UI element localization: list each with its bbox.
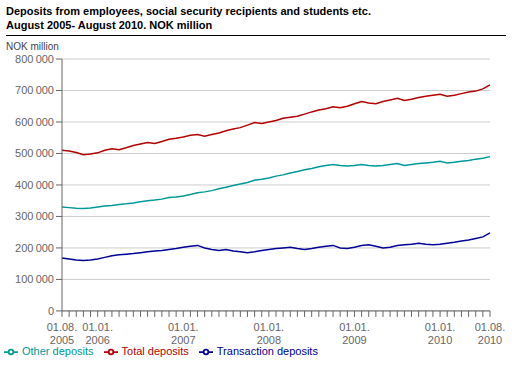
svg-text:100 000: 100 000	[15, 273, 54, 285]
svg-text:01.01.2010: 01.01.2010	[425, 321, 456, 346]
svg-text:200 000: 200 000	[15, 242, 54, 254]
svg-text:800 000: 800 000	[15, 53, 54, 65]
html-text:Transaction deposits: Transaction deposits	[216, 344, 318, 357]
svg-text:0: 0	[48, 305, 54, 317]
svg-text:01.08.2005: 01.08.2005	[47, 321, 78, 346]
html-text:Deposits from employees, socia: Deposits from employees, social security…	[6, 5, 371, 17]
svg-text:400 000: 400 000	[15, 179, 54, 191]
svg-text:01.08.2010: 01.08.2010	[475, 321, 504, 346]
svg-text:01.01.2009: 01.01.2009	[339, 321, 370, 346]
svg-text:01.01.2007: 01.01.2007	[168, 321, 199, 346]
svg-text:01.01.2008: 01.01.2008	[254, 321, 285, 346]
svg-text:700 000: 700 000	[15, 84, 54, 96]
html-text:Total deposits: Total deposits	[121, 344, 189, 357]
svg-text:300 000: 300 000	[15, 210, 54, 222]
svg-text:600 000: 600 000	[15, 116, 54, 128]
html-text:NOK million: NOK million	[6, 41, 59, 52]
html-text:August 2005- August 2010. NOK: August 2005- August 2010. NOK million	[6, 19, 213, 31]
svg-text:01.01.2006: 01.01.2006	[82, 321, 113, 346]
html-text:Other deposits: Other deposits	[22, 344, 94, 357]
svg-text:500 000: 500 000	[15, 147, 54, 159]
